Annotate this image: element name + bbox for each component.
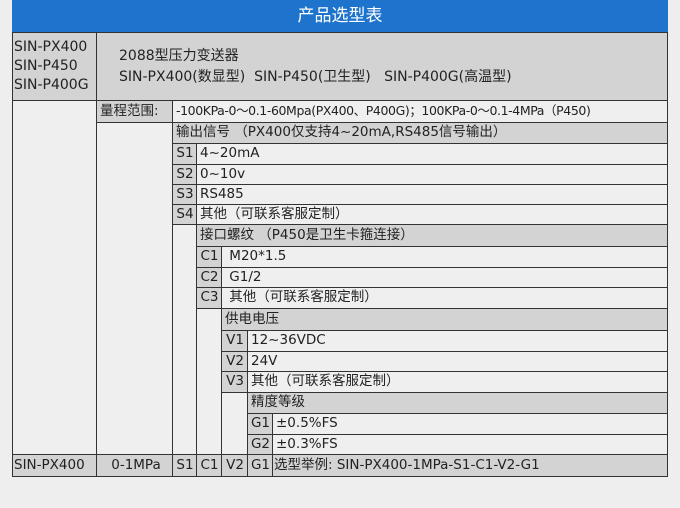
example-output: S1	[172, 454, 197, 477]
spacer-cell	[172, 224, 197, 455]
option-code: V3	[221, 371, 248, 393]
model-list: SIN-PX400 SIN-P450 SIN-P400G	[12, 32, 97, 101]
spacer-cell	[96, 122, 173, 455]
option-code: S1	[172, 143, 197, 165]
option-label: ±0.5%FS	[272, 413, 668, 435]
option-label: M20*1.5	[221, 246, 668, 268]
example-model: SIN-PX400	[12, 454, 97, 477]
option-label: 其他（可联系客服定制）	[196, 204, 668, 225]
option-code: G2	[247, 434, 273, 455]
model-name: SIN-P400G	[14, 77, 89, 93]
option-label: 其他（可联系客服定制）	[221, 287, 668, 309]
option-label: 其他（可联系客服定制）	[247, 371, 668, 393]
product-description: 2088型压力变送器 SIN-PX400(数显型) SIN-P450(卫生型) …	[96, 32, 668, 101]
model-name: SIN-PX400	[14, 39, 88, 55]
option-code: C1	[196, 246, 222, 268]
option-code: S3	[172, 184, 197, 205]
option-label: 0~10v	[196, 164, 668, 185]
option-label: 24V	[247, 351, 668, 372]
example-connection: C1	[196, 454, 222, 477]
option-code: G1	[247, 413, 273, 435]
option-code: C3	[196, 287, 222, 309]
range-value: -100KPa-0～0.1-60Mpa(PX400、P400G)；100KPa-…	[172, 100, 668, 123]
option-label: 4~20mA	[196, 143, 668, 165]
accuracy-header: 精度等级	[247, 392, 668, 414]
option-label: ±0.3%FS	[272, 434, 668, 455]
option-code: V2	[221, 351, 248, 372]
example-power: V2	[221, 454, 248, 477]
model-name: SIN-P450	[14, 58, 78, 74]
option-label: 12~36VDC	[247, 330, 668, 352]
description-line: 2088型压力变送器	[119, 47, 239, 64]
option-code: V1	[221, 330, 248, 352]
spacer-cell	[12, 100, 97, 455]
example-text: 选型举例: SIN-PX400-1MPa-S1-C1-V2-G1	[272, 454, 668, 477]
option-code: S2	[172, 164, 197, 185]
option-code: C2	[196, 267, 222, 288]
output-header: 输出信号 （PX400仅支持4~20mA,RS485信号输出）	[172, 122, 668, 144]
table-title: 产品选型表	[12, 0, 668, 32]
spacer-cell	[196, 308, 222, 455]
option-label: RS485	[196, 184, 668, 205]
description-line: SIN-PX400(数显型) SIN-P450(卫生型) SIN-P400G(高…	[119, 68, 512, 85]
example-range: 0-1MPa	[96, 454, 173, 477]
example-accuracy: G1	[247, 454, 273, 477]
spacer-cell	[221, 392, 248, 455]
range-label: 量程范围:	[96, 100, 173, 123]
power-header: 供电电压	[221, 308, 668, 331]
option-code: S4	[172, 204, 197, 225]
connection-header: 接口螺纹 （P450是卫生卡箍连接）	[196, 224, 668, 247]
option-label: G1/2	[221, 267, 668, 288]
